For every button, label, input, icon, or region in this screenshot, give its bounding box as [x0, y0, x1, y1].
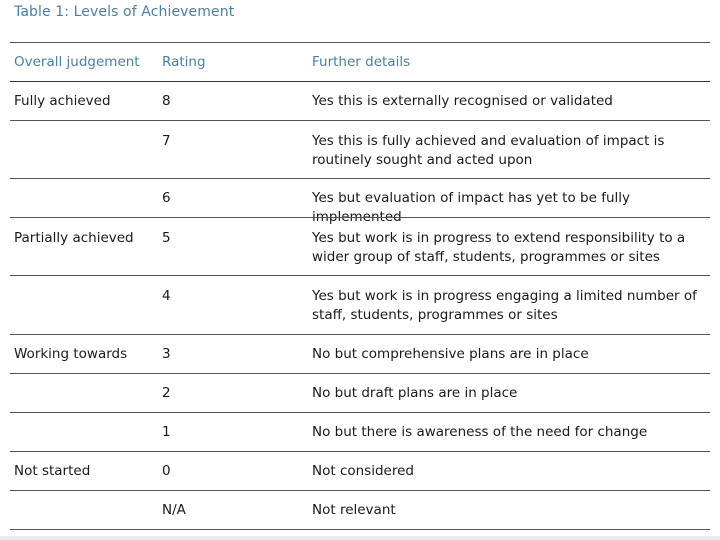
row-divider [10, 275, 710, 276]
row-judgement: Working towards [14, 346, 128, 362]
table-bottom-rule [10, 529, 710, 530]
row-divider [10, 412, 710, 413]
row-details: Yes this is fully achieved and evaluatio… [312, 133, 665, 168]
header-overall-judgement: Overall judgement [14, 54, 140, 70]
row-rating: N/A [162, 502, 186, 518]
row-divider [10, 373, 710, 374]
row-rating: 2 [162, 385, 171, 401]
row-divider [10, 217, 710, 218]
row-rating: 1 [162, 424, 171, 440]
row-rating: 8 [162, 93, 171, 109]
row-judgement: Fully achieved [14, 93, 111, 109]
row-rating: 3 [162, 346, 171, 362]
row-rating: 0 [162, 463, 171, 479]
row-divider [10, 120, 710, 121]
row-judgement: Not started [14, 463, 91, 479]
row-details: Yes but work is in progress to extend re… [312, 230, 686, 265]
row-details: Yes this is externally recognised or val… [312, 93, 613, 109]
row-divider [10, 451, 710, 452]
row-details: No but there is awareness of the need fo… [312, 424, 648, 440]
row-rating: 5 [162, 230, 171, 246]
row-details: No but comprehensive plans are in place [312, 346, 589, 362]
header-rating: Rating [162, 54, 206, 70]
row-rating: 4 [162, 288, 171, 304]
table-top-rule [10, 42, 710, 43]
row-judgement: Partially achieved [14, 230, 134, 246]
row-details: No but draft plans are in place [312, 385, 518, 401]
row-details: Yes but work is in progress engaging a l… [312, 288, 697, 323]
row-divider [10, 334, 710, 335]
row-rating: 7 [162, 133, 171, 149]
row-rating: 6 [162, 190, 171, 206]
table-title: Table 1: Levels of Achievement [14, 4, 235, 20]
header-bottom-rule [10, 81, 710, 82]
row-details: Not considered [312, 463, 414, 479]
header-further-details: Further details [312, 54, 411, 70]
row-details: Yes but evaluation of impact has yet to … [312, 190, 630, 225]
page-bottom-strip [0, 536, 720, 540]
row-divider [10, 178, 710, 179]
row-divider [10, 490, 710, 491]
row-details: Not relevant [312, 502, 396, 518]
